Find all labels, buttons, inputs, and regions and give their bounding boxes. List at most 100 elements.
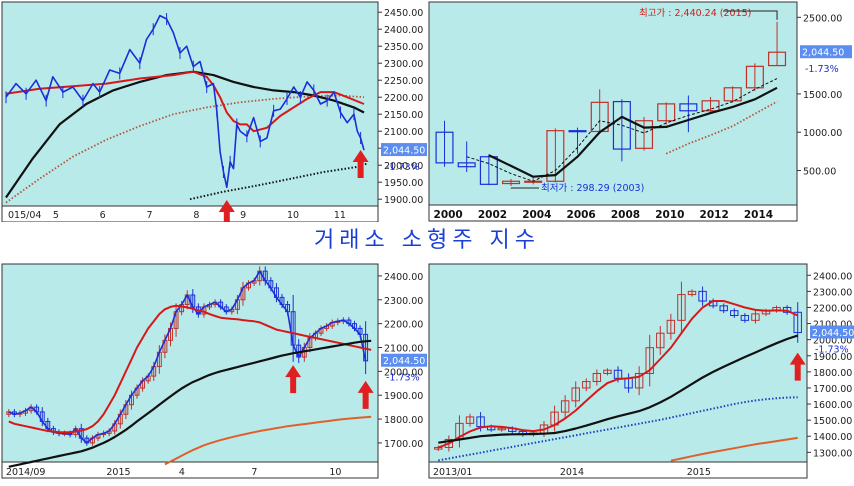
y-tick-label: 1950.00 xyxy=(384,178,423,189)
candle-body xyxy=(501,180,521,185)
last-value-label: 2,044.50 xyxy=(812,328,854,339)
change-label: -1.73% xyxy=(386,373,420,384)
change-label: -1.73% xyxy=(815,344,849,355)
x-tick-label: 7 xyxy=(147,210,153,221)
low-label: 최저가 : 298.29 (2003) xyxy=(541,183,644,194)
y-tick-label: 2300.00 xyxy=(384,296,423,307)
candle-body xyxy=(568,130,587,133)
x-tick-label: 2010 xyxy=(655,209,684,221)
red-arrow xyxy=(218,200,235,222)
red-arrow xyxy=(789,352,806,381)
chart-yearly: 500.00 1000.00 1500.00 2500.00 2000 2002 2004 2… xyxy=(428,1,852,222)
y-tick-label: 1700.00 xyxy=(384,439,423,450)
x-tick-label: 7 xyxy=(251,467,257,478)
series-ma_blue_dot xyxy=(438,396,798,462)
y-tick-label: 2250.00 xyxy=(384,76,423,87)
candle-body xyxy=(768,51,787,67)
candle-body xyxy=(560,400,570,413)
candle-body xyxy=(465,416,475,424)
candle-body xyxy=(723,87,742,102)
x-tick-label: 2014 xyxy=(744,209,773,221)
chart-daily: 1900.001950.002000.002050.002100.002150.… xyxy=(1,1,427,222)
y-tick-label: 2300.00 xyxy=(813,287,852,298)
series-ma_brown_dot xyxy=(665,100,778,155)
y-tick-label: 1900.00 xyxy=(813,352,852,363)
y-tick-label: 500.00 xyxy=(803,167,836,178)
y-tick-label: 2100.00 xyxy=(813,320,852,331)
red-arrow xyxy=(352,150,369,178)
last-value-label: 2,044.50 xyxy=(383,356,425,367)
series-ma_black xyxy=(438,334,799,444)
y-tick-label: 1800.00 xyxy=(384,415,423,426)
candle-body xyxy=(457,162,476,168)
candle-body xyxy=(612,100,631,150)
y-tick-label: 1700.00 xyxy=(813,384,852,395)
last-value-box xyxy=(800,45,852,59)
y-tick-label: 2500.00 xyxy=(803,13,842,24)
candle-body xyxy=(435,131,454,164)
plot-area xyxy=(428,263,808,463)
candle-body xyxy=(740,315,750,321)
plot-area xyxy=(1,263,379,463)
last-value-box xyxy=(381,353,427,367)
x-tick-label: 2014 xyxy=(560,467,584,478)
y-tick-label: 2350.00 xyxy=(384,42,423,53)
candle-body xyxy=(582,381,591,389)
y-tick-label: 2200.00 xyxy=(384,93,423,104)
y-tick-label: 2000.00 xyxy=(384,161,423,172)
series-ma_black_dash xyxy=(466,78,778,182)
series-price xyxy=(5,14,365,189)
last-value-box xyxy=(810,325,854,339)
candle-body xyxy=(434,447,443,450)
x-tick-label: 2004 xyxy=(522,209,551,221)
last-value-box xyxy=(381,143,427,157)
y-tick-label: 1300.00 xyxy=(813,448,852,459)
candle-body xyxy=(634,372,644,389)
change-label: -1.73% xyxy=(386,162,420,173)
last-value-label: 2,044.50 xyxy=(802,48,844,59)
x-tick-label: 6 xyxy=(100,210,106,221)
x-tick-label: 2012 xyxy=(700,209,729,221)
x-tick-label: 9 xyxy=(240,210,246,221)
candle-body xyxy=(730,310,739,317)
x-tick-label: 2013/01 xyxy=(433,467,472,478)
plot-area xyxy=(1,1,379,207)
x-tick-label: 2008 xyxy=(611,209,640,221)
candle-body xyxy=(793,311,802,334)
x-axis-bar xyxy=(428,204,798,222)
x-axis-bar xyxy=(1,205,379,222)
candle-body xyxy=(698,290,707,302)
series-ma_black xyxy=(8,339,372,468)
candle-body xyxy=(635,120,654,149)
candle-body xyxy=(745,65,764,89)
chart-weekly: 1700.00 1800.00 1900.00 2000.00 2100.00 2200.… xyxy=(1,263,427,479)
candle-body xyxy=(751,313,760,321)
y-tick-label: 2400.00 xyxy=(384,25,423,36)
x-tick-label: 10 xyxy=(329,467,341,478)
series-ma_red xyxy=(437,300,799,449)
y-tick-label: 2450.00 xyxy=(384,8,423,19)
y-tick-label: 1800.00 xyxy=(813,368,852,379)
y-tick-label: 2000.00 xyxy=(384,367,423,378)
chart-page-title: 거래소 소형주 지수 xyxy=(314,228,540,253)
candle-body xyxy=(645,347,654,374)
candle-body xyxy=(679,103,698,112)
candle-body xyxy=(479,156,498,185)
x-tick-label: 11 xyxy=(334,210,346,221)
candle-body xyxy=(592,372,602,383)
x-tick-label: 2006 xyxy=(567,209,596,221)
x-tick-label: 10 xyxy=(287,210,299,221)
candle-body xyxy=(687,290,697,296)
y-tick-label: 1400.00 xyxy=(813,432,852,443)
y-tick-label: 2200.00 xyxy=(813,303,852,314)
x-tick-label: 4 xyxy=(179,467,185,478)
x-tick-label: 2015 xyxy=(687,467,711,478)
x-tick-label: 2014/09 xyxy=(6,467,45,478)
y-tick-label: 1000.00 xyxy=(803,128,842,139)
series-ma_orange xyxy=(670,436,798,462)
y-tick-label: 2100.00 xyxy=(384,343,423,354)
candle-body xyxy=(701,100,720,112)
candle-body xyxy=(657,103,676,122)
candle-body xyxy=(444,438,454,449)
red-arrow xyxy=(285,365,302,394)
